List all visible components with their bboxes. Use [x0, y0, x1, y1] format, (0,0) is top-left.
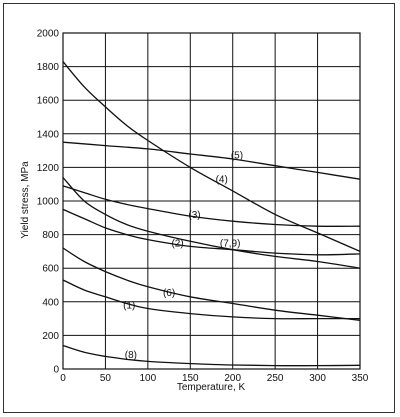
series-line-2	[62, 208, 361, 256]
series-line-5	[62, 141, 361, 180]
y-tick-label: 600	[42, 264, 59, 275]
x-tick-labels: 0 50 100 150 200 250 300 350	[60, 373, 369, 384]
series-line-4	[62, 61, 361, 252]
series-line-7-9	[62, 177, 361, 269]
y-tick-labels: 0 200 400 600 800 1000 1200 1400 1600 1800 2000	[37, 29, 60, 376]
x-tick-label: 300	[309, 373, 326, 384]
curve-label-7-9: (7,9)	[220, 239, 241, 250]
curve-label-5: (5)	[231, 150, 243, 161]
series-line-1	[62, 279, 360, 320]
y-tick-label: 2000	[37, 29, 60, 40]
y-tick-label: 1600	[37, 96, 60, 107]
grid-lines	[62, 32, 361, 370]
series-line-6	[62, 247, 361, 321]
x-tick-label: 250	[267, 373, 284, 384]
y-tick-label: 1800	[37, 62, 60, 73]
series-line-8	[62, 344, 361, 367]
x-tick-label: 200	[224, 373, 241, 384]
x-tick-label: 350	[352, 373, 369, 384]
y-tick-label: 1200	[37, 163, 60, 174]
curve-label-4: (4)	[216, 175, 228, 186]
x-tick-label: 0	[60, 373, 66, 384]
x-tick-label: 100	[140, 373, 157, 384]
series-line-3	[62, 185, 361, 227]
x-axis-label: Temperature, K	[177, 382, 246, 393]
y-tick-label: 1000	[37, 197, 60, 208]
curve-label-1: (1)	[123, 301, 135, 312]
x-tick-label: 50	[100, 373, 112, 384]
curve-label-8: (8)	[125, 350, 137, 361]
y-tick-label: 400	[42, 297, 59, 308]
y-tick-label: 200	[42, 331, 59, 342]
x-tick-label: 150	[182, 373, 199, 384]
series-lines	[62, 61, 361, 367]
y-tick-label: 0	[53, 365, 59, 376]
curve-label-6: (6)	[163, 288, 175, 299]
figure-frame	[3, 3, 395, 413]
curve-labels: (5) (4) (3) (2) (7,9) (6) (1) (8)	[123, 150, 243, 361]
curve-label-3: (3)	[188, 210, 200, 221]
curve-label-2: (2)	[171, 239, 183, 250]
y-axis-label: Yield stress, MPa	[20, 161, 31, 239]
y-tick-label: 1400	[37, 129, 60, 140]
y-tick-label: 800	[42, 230, 59, 241]
